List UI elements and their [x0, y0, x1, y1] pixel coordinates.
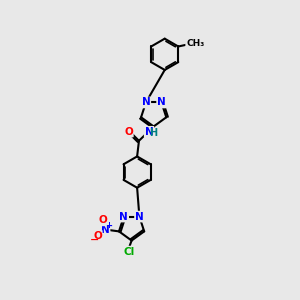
Text: −: − [89, 235, 99, 245]
Text: N: N [101, 224, 110, 235]
Text: N: N [145, 127, 154, 137]
Text: N: N [119, 212, 128, 222]
Text: N: N [135, 212, 144, 222]
Text: O: O [93, 231, 102, 241]
Text: Cl: Cl [123, 247, 134, 256]
Text: N: N [157, 98, 166, 107]
Text: CH₃: CH₃ [186, 39, 204, 48]
Text: O: O [98, 215, 107, 225]
Text: N: N [142, 98, 150, 107]
Text: H: H [150, 128, 158, 138]
Text: O: O [124, 127, 133, 136]
Text: +: + [105, 221, 112, 230]
